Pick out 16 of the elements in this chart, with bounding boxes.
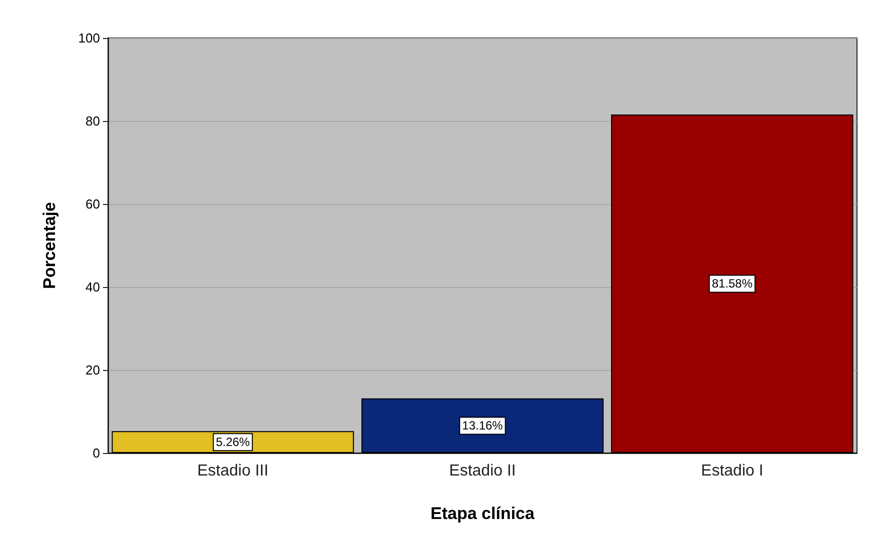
y-tick-label: 40 bbox=[86, 280, 100, 294]
y-tick-label: 100 bbox=[78, 30, 100, 46]
y-tick-label: 0 bbox=[92, 446, 100, 460]
x-tick-label: Estadio I bbox=[701, 462, 764, 480]
x-axis-title: Etapa clínica bbox=[430, 504, 536, 523]
bar bbox=[611, 114, 854, 453]
y-tick-label: 20 bbox=[86, 362, 100, 378]
bar bbox=[361, 398, 604, 453]
data-label: 81.58% bbox=[712, 276, 753, 291]
data-label: 5.26% bbox=[216, 435, 250, 450]
x-tick-label: Estadio II bbox=[449, 462, 516, 480]
y-axis-title: Porcentaje bbox=[40, 202, 59, 289]
y-tick-label: 80 bbox=[86, 114, 100, 128]
y-tick-label: 60 bbox=[86, 196, 100, 212]
x-tick-label: Estadio III bbox=[197, 462, 268, 480]
data-label: 13.16% bbox=[462, 418, 504, 433]
